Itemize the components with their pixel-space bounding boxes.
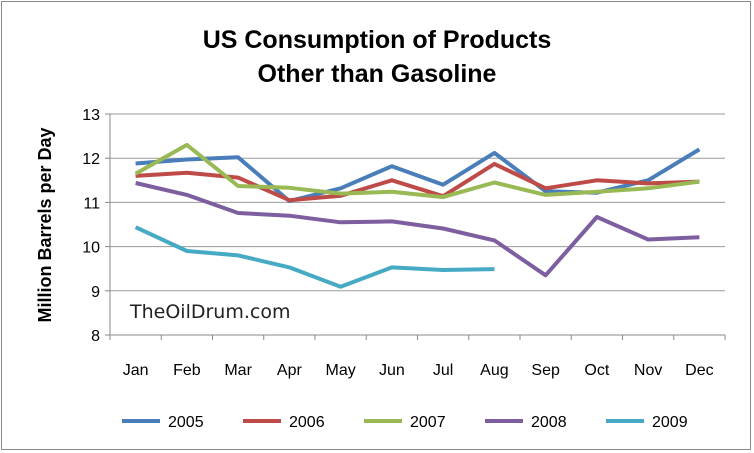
y-tick-label: 8 xyxy=(91,328,100,345)
x-tick-label: Sep xyxy=(531,362,560,379)
series-lines xyxy=(134,142,701,289)
x-tick-label: Jan xyxy=(123,362,149,379)
chart-title-line-2: Other than Gasoline xyxy=(257,60,497,88)
legend-label-2007: 2007 xyxy=(410,414,446,431)
y-axis-ticks: 8 9 10 11 12 13 xyxy=(82,107,100,345)
x-axis-ticks: Jan Feb Mar Apr May Jun Jul Aug Sep Oct Nov Dec xyxy=(123,362,714,379)
legend-label-2006: 2006 xyxy=(289,414,325,431)
y-tick-label: 11 xyxy=(83,195,100,212)
series-line-2008 xyxy=(135,181,700,278)
watermark: TheOilDrum.com xyxy=(129,301,290,323)
y-tick-label: 13 xyxy=(82,107,100,124)
x-tick-label: Oct xyxy=(584,362,609,379)
x-tick-label: Apr xyxy=(277,362,303,379)
chart-title-line-1: US Consumption of Products xyxy=(202,26,552,54)
x-tick-label: Dec xyxy=(685,362,713,379)
legend-label-2005: 2005 xyxy=(168,414,204,431)
legend-label-2008: 2008 xyxy=(531,414,567,431)
x-tick-label: Jun xyxy=(379,362,405,379)
x-tick-label: May xyxy=(326,362,356,379)
y-tick-label: 9 xyxy=(91,284,100,301)
x-tick-label: Jul xyxy=(433,362,453,379)
series-line-2007 xyxy=(134,142,700,200)
y-tick-label: 12 xyxy=(82,151,100,168)
series-line-2009 xyxy=(134,225,495,289)
x-tick-label: Aug xyxy=(480,362,508,379)
x-tick-label: Mar xyxy=(224,362,252,379)
y-axis-label: Million Barrels per Day xyxy=(35,127,55,322)
legend: 2005 2006 2007 2008 2009 xyxy=(122,414,688,431)
legend-label-2009: 2009 xyxy=(652,414,688,431)
x-tick-label: Feb xyxy=(173,362,201,379)
y-tick-label: 10 xyxy=(82,240,100,257)
x-tick-label: Nov xyxy=(634,362,662,379)
